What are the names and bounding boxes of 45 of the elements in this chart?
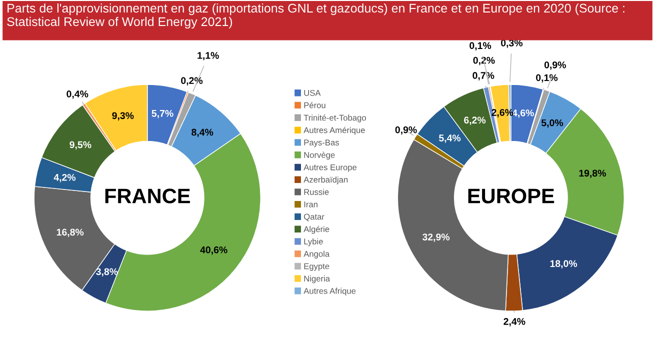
text: FRANCE: [105, 188, 190, 204]
data-label: 32,9%: [422, 234, 450, 242]
data-label: 2,4%: [504, 318, 526, 326]
data-label: 4,6%: [512, 109, 534, 118]
legend-label: Autres Europe: [304, 164, 357, 172]
data-label: 0,9%: [395, 126, 417, 135]
legend-label: Azerbaïdjan: [304, 176, 348, 184]
legend-label: Autres Amérique: [304, 126, 365, 135]
legend-label: Pays-Bas: [304, 140, 339, 148]
data-label: 18,0%: [550, 260, 578, 268]
data-label: 5,4%: [438, 134, 461, 143]
data-label: 19,8%: [579, 170, 606, 178]
data-label: 0,2%: [473, 56, 495, 66]
legend-label: Iran: [304, 202, 318, 208]
data-label: 4,2%: [54, 174, 76, 182]
data-label: 0,7%: [472, 72, 494, 80]
legend-label: Trinité-et-Tobago: [304, 114, 366, 122]
data-label: 1,1%: [198, 52, 219, 60]
text: EUROPE: [468, 188, 554, 204]
legend-label: Pérou: [304, 102, 326, 108]
data-label: 0,1%: [470, 42, 492, 50]
legend-label: Russie: [304, 188, 329, 195]
data-label: 9,5%: [70, 141, 92, 150]
legend-label: Algérie: [304, 226, 330, 234]
data-label: 8,4%: [192, 128, 214, 138]
data-label: 0,4%: [66, 90, 88, 99]
data-label: 9,3%: [112, 112, 134, 120]
legend-label: Autres Afrique: [304, 288, 356, 296]
legend-label: Lybie: [304, 238, 323, 246]
legend-label: Angola: [304, 250, 330, 258]
legend-label: Norvège: [304, 152, 335, 160]
legend-label: Qatar: [304, 214, 324, 222]
legend-label: Nigeria: [304, 275, 330, 284]
data-label: 5,7%: [152, 110, 174, 118]
data-label: 16,8%: [56, 228, 84, 238]
data-label: 0,1%: [536, 74, 558, 83]
data-label: 0,2%: [181, 77, 203, 86]
data-label: 40,6%: [200, 246, 228, 255]
data-label: 5,0%: [541, 119, 564, 128]
chart-subtitle: Parts de l'approvisionnement en gaz (importations GNL et gazoducs) en France et en Europe en 2020 (Source : Statistical Review of World Energy 2021): [7, 3, 624, 29]
data-label: 6,2%: [464, 116, 486, 125]
data-label: 0,9%: [544, 61, 566, 70]
legend-label: USA: [304, 90, 321, 96]
data-label: 3,8%: [96, 268, 118, 276]
legend-label: Egypte: [304, 263, 330, 271]
